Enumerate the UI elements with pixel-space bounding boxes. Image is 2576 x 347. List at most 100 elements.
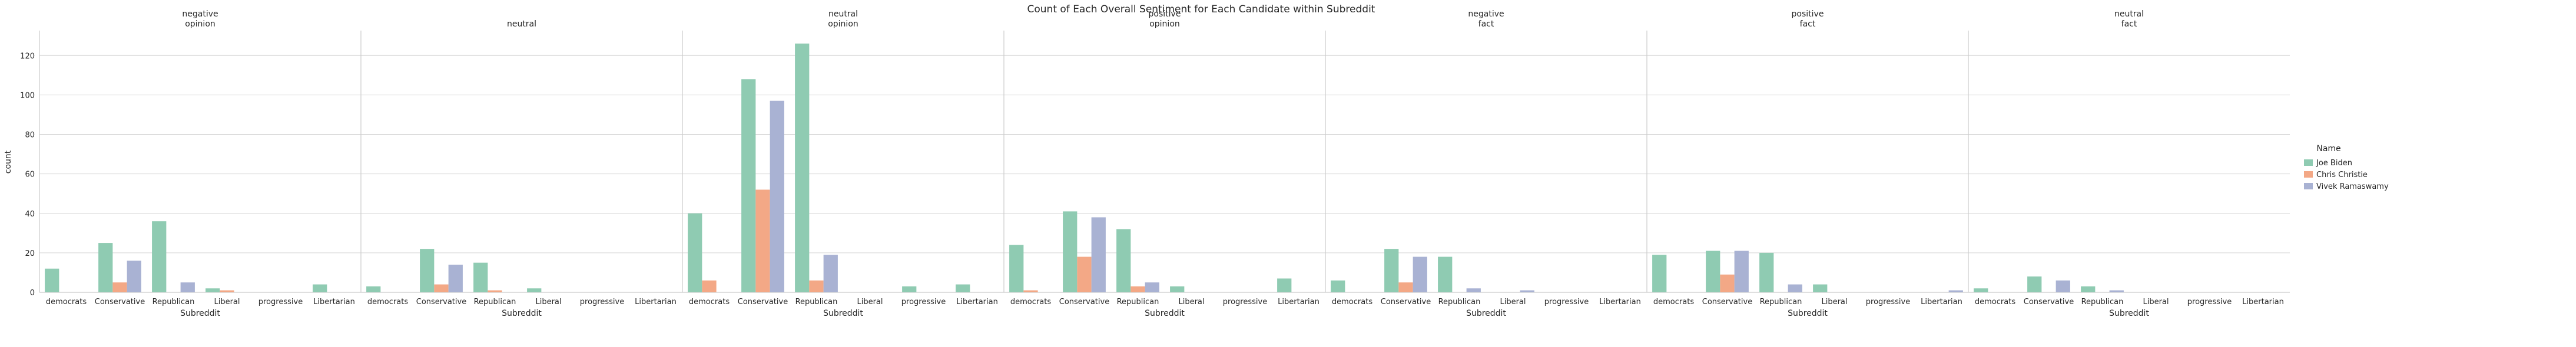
bar [1652,255,1667,292]
x-tick-label: Libertarian [2242,298,2284,306]
bar [755,189,770,292]
bar [473,262,488,292]
bar [1331,280,1345,292]
legend-title: Name [2316,144,2340,154]
bar [2081,286,2096,292]
facet-title: negative opinion [182,9,218,29]
legend: Name Joe Biden Chris Christie Vivek Ramasw… [2304,144,2389,191]
facet-title-line: positive [1149,9,1181,19]
y-tick-label: 20 [25,249,35,258]
bar [770,101,784,292]
bar [1788,284,1802,292]
x-tick-label: Republican [1438,298,1481,306]
x-axis-label: Subreddit [2109,309,2149,318]
x-axis-label: Subreddit [1466,309,1506,318]
x-tick-label: Libertarian [1278,298,1320,306]
x-tick-label: Republican [474,298,516,306]
bar [1813,284,1828,292]
x-tick-label: Libertarian [635,298,677,306]
bar [205,288,220,292]
facet-panel-5: negative fact democrats Conservative Republi… [1325,9,1647,318]
x-tick-label: Conservative [1059,298,1109,306]
x-tick-label: Conservative [95,298,145,306]
facet-panel-1: 0 20 40 60 80 100 120 negative opinion democrats C… [20,9,361,318]
x-tick-label: Conservative [1381,298,1431,306]
x-axis-label: Subreddit [502,309,542,318]
x-tick-label: democrats [46,298,87,306]
x-axis-label: Subreddit [180,309,220,318]
x-tick-label: Libertarian [1921,298,1962,306]
legend-swatch [2304,183,2313,189]
bar [1170,286,1185,292]
y-tick-label: 40 [25,210,35,219]
x-tick-label: progressive [580,298,624,306]
bar [2027,276,2042,292]
x-tick-label: progressive [901,298,946,306]
facet-title-line: neutral [828,9,858,19]
bar [366,286,381,292]
x-tick-label: Liberal [1821,298,1847,306]
x-tick-label: Republican [1760,298,1802,306]
facet-title: neutral [507,19,536,29]
bar [1398,282,1413,292]
facet-panel-4: positive opinion democrats Conservative Repu… [1003,9,1325,318]
x-tick-label: Libertarian [313,298,355,306]
bar [1145,282,1159,292]
facet-title: positive opinion [1149,9,1181,29]
bar [420,249,435,292]
facet-panel-2: neutral democrats Conservative Republican Li… [360,19,682,318]
bar [220,290,234,292]
x-tick-label: Republican [795,298,838,306]
bar [1734,251,1749,292]
bar [434,284,449,292]
facet-title-line: positive [1792,9,1824,19]
bar [127,261,141,292]
x-tick-label: Conservative [738,298,788,306]
x-tick-label: Republican [2081,298,2124,306]
x-axis-label: Subreddit [1788,309,1828,318]
bar [902,286,917,292]
y-tick-label: 60 [25,171,35,179]
bar [1720,274,1735,292]
legend-label: Joe Biden [2316,159,2352,168]
facet-title: neutral opinion [828,9,858,29]
facet-panel-6: positive fact democrats Conservative Republi… [1646,9,1968,318]
facet-title-line: neutral [507,19,536,29]
bar [1130,286,1145,292]
bar [1091,217,1106,292]
bar [152,221,167,292]
x-tick-label: Liberal [1500,298,1526,306]
facet-panel-7: neutral fact democrats Conservative Republic… [1968,9,2290,318]
y-tick-label: 120 [20,52,35,61]
x-tick-label: progressive [1866,298,1910,306]
y-tick-label: 100 [20,91,35,100]
bar [1063,211,1078,292]
bar [702,280,717,292]
x-tick-label: democrats [1975,298,2015,306]
facet-title: neutral fact [2114,9,2144,29]
bar [2056,280,2070,292]
x-tick-label: Liberal [2143,298,2169,306]
bar [956,284,970,292]
x-tick-label: Liberal [535,298,561,306]
x-tick-label: Liberal [1178,298,1204,306]
bar [313,284,327,292]
y-axis-label: count [4,150,13,174]
bar [2109,290,2124,292]
chart-title: Count of Each Overall Sentiment for Each… [1027,4,1375,15]
x-tick-label: Republican [1117,298,1159,306]
x-tick-label: democrats [689,298,730,306]
legend-swatch [2304,171,2313,178]
facet-title-line: opinion [185,19,216,29]
x-tick-label: progressive [258,298,303,306]
bar [1277,278,1292,292]
y-tick-label: 80 [25,131,35,140]
x-tick-label: Libertarian [956,298,998,306]
x-tick-label: Republican [152,298,195,306]
x-tick-label: democrats [367,298,408,306]
facet-title-line: fact [2121,19,2137,29]
x-axis-label: Subreddit [1145,309,1185,318]
x-axis-label: Subreddit [823,309,863,318]
